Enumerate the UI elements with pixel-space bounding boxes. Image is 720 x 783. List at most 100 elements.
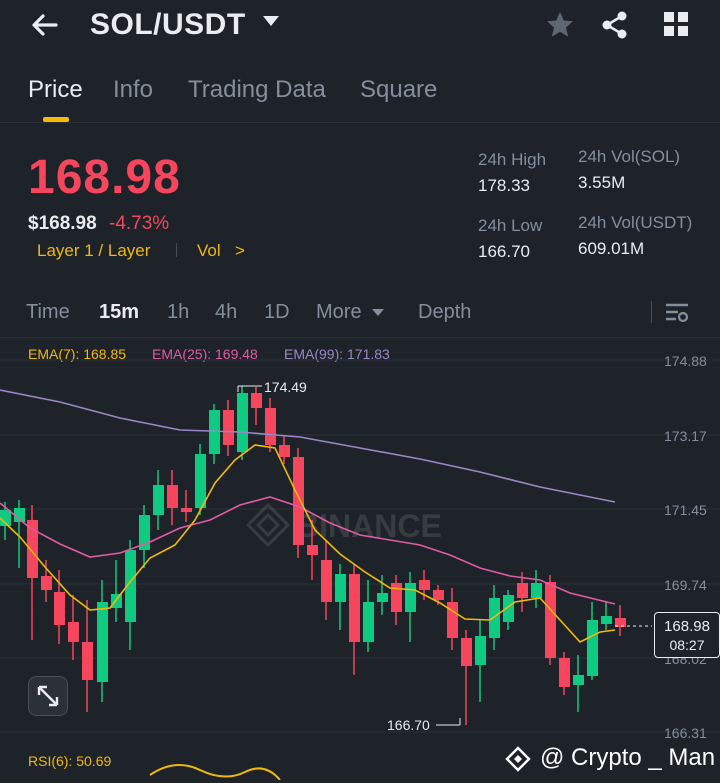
tag-vol[interactable]: Vol [197,241,221,260]
candle-body [97,602,108,682]
price-change-percent: -4.73% [109,213,170,234]
candle-body [167,485,178,508]
candle-body [265,408,276,445]
high-value: 178.33 [478,176,530,195]
pair-title[interactable]: SOL/USDT [90,8,246,41]
interval-time[interactable]: Time [26,301,70,323]
tab-square[interactable]: Square [360,76,438,103]
back-arrow-icon[interactable] [28,8,62,42]
candle-body [615,618,626,627]
vol-sol-value: 3.55M [578,173,626,192]
chart-settings-icon[interactable] [664,300,690,326]
caret-down-icon[interactable] [372,308,384,318]
candle-body [433,590,444,600]
candle-body [573,675,584,685]
candle-body [559,658,570,687]
candle-body [0,510,11,526]
separator [651,301,652,323]
ema99-label: EMA(99): 171.83 [284,346,390,362]
candle-body [447,602,458,638]
candle-body [419,580,430,590]
candle-body [461,638,472,666]
candle-body [153,485,164,515]
candle-body [335,574,346,602]
vol-usdt-label: 24h Vol(USDT) [578,213,693,232]
tab-trading-data[interactable]: Trading Data [188,76,326,103]
rsi-line [149,764,281,780]
candle-body [503,595,514,622]
chevron-right-icon[interactable]: > [235,241,245,260]
last-price-box-countdown: 08:27 [669,637,705,653]
active-tab-indicator [43,117,69,122]
tab-price[interactable]: Price [28,76,83,103]
share-icon[interactable] [601,10,629,40]
interval-depth[interactable]: Depth [418,301,472,323]
y-tick: 169.74 [664,577,707,593]
y-tick: 174.88 [664,353,707,369]
y-tick: 166.31 [664,725,707,741]
candle-body [14,508,25,522]
candle-body [363,602,374,642]
candle-body [293,457,304,545]
candle-body [601,616,612,624]
candle-body [111,594,122,608]
creator-watermark: @ Crypto _ Man [540,744,716,771]
y-tick: 173.17 [664,428,707,444]
candle-body [237,393,248,452]
candle-body [125,550,136,622]
tag-separator [176,243,177,257]
interval-15m[interactable]: 15m [99,301,140,323]
candle-body [279,445,290,457]
expand-icon [37,685,59,707]
candle-body [68,622,79,642]
y-tick: 171.45 [664,502,707,518]
candle-body [82,642,93,680]
interval-1h[interactable]: 1h [167,301,190,323]
interval-1d[interactable]: 1D [264,301,290,323]
low-value: 166.70 [478,242,530,261]
candle-body [139,515,150,550]
candle-body [391,583,402,612]
divider [0,337,720,338]
rsi-label: RSI(6): 50.69 [28,753,112,769]
caret-down-icon[interactable] [262,14,280,28]
usd-price: $168.98 [28,213,97,234]
tab-info[interactable]: Info [113,76,154,103]
ema7-label: EMA(7): 168.85 [28,346,127,362]
candle-body [349,574,360,642]
expand-chart-button[interactable] [28,676,68,716]
star-icon[interactable] [545,10,575,40]
candle-body [195,454,206,508]
interval-more[interactable]: More [316,301,362,323]
candle-body [377,593,388,602]
interval-4h[interactable]: 4h [215,301,238,323]
candle-body [181,508,192,512]
candle-body [307,545,318,555]
last-price-box-price: 168.98 [664,618,710,635]
vol-usdt-value: 609.01M [578,239,645,258]
ema25-label: EMA(25): 169.48 [152,346,258,362]
min-price-label: 166.70 [387,717,430,733]
candlestick-chart[interactable]: BINANCE 174.49 166.70 [0,340,720,780]
candle-body [223,410,234,445]
candle-body [251,393,262,408]
divider [0,122,720,123]
candle-body [321,560,332,602]
candle-body [54,592,65,625]
tag-layer[interactable]: Layer 1 / Layer [37,241,151,260]
max-price-label: 174.49 [264,379,307,395]
candle-body [475,636,486,665]
last-price: 168.98 [28,151,181,204]
last-price-box [654,612,720,658]
low-label: 24h Low [478,216,543,235]
candle-body [517,583,528,598]
binance-watermark: BINANCE [296,508,442,544]
candle-body [27,520,38,578]
high-label: 24h High [478,150,547,169]
candle-body [531,583,542,598]
vol-sol-label: 24h Vol(SOL) [578,147,681,166]
candle-body [587,620,598,676]
ema99-line [0,389,616,503]
grid-icon[interactable] [662,10,690,38]
binance-square-icon [504,745,532,773]
